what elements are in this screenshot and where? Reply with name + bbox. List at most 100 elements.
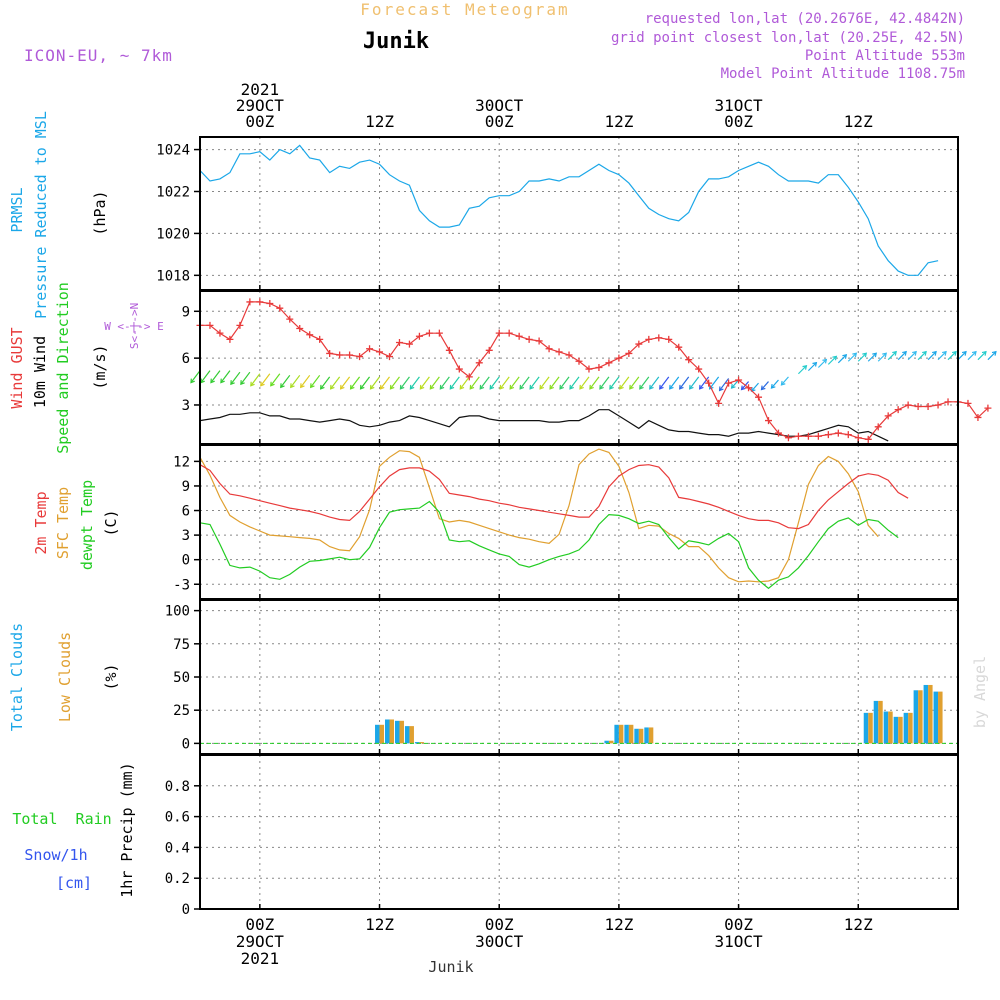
gust-marker: [944, 398, 952, 406]
low-cloud-bar: [399, 720, 404, 744]
total-cloud-bar: [414, 742, 420, 744]
wind-arrow-shaft: [957, 351, 967, 361]
wind-arrow-shaft: [479, 376, 490, 390]
gust-marker: [545, 345, 553, 353]
total-cloud-bar: [634, 728, 639, 744]
total-cloud-bar: [604, 740, 609, 744]
wind-arrow: [987, 350, 997, 361]
model-altitude: Model Point Altitude 1108.75m: [721, 66, 965, 82]
wind-arrow-head: [220, 378, 225, 384]
low-cloud-bar: [868, 712, 873, 744]
wind-arrow-shaft: [230, 371, 241, 385]
total-cloud-bar: [624, 724, 629, 744]
point-altitude: Point Altitude 553m: [805, 48, 965, 64]
wind-arrow-head: [951, 350, 957, 356]
wind-arrow: [300, 374, 311, 389]
pressure-label-unit: (hPa): [91, 190, 109, 235]
wind-arrow-head: [369, 384, 375, 390]
wind-direction-label: Speed and Direction: [54, 282, 72, 454]
wind-arrow-head: [519, 384, 525, 390]
wind-arrow-head: [832, 355, 838, 361]
wind-arrow-shaft: [389, 376, 400, 390]
wind-arrow-shaft: [459, 376, 470, 390]
wind-arrow-shaft: [330, 376, 341, 390]
wind-arrow-shaft: [761, 381, 769, 390]
wind-unit-label: (m/s): [91, 344, 109, 389]
wind-arrow: [439, 376, 450, 390]
y-tick-label: 1018: [156, 268, 190, 284]
wind-arrow-shaft: [669, 376, 680, 390]
gust-marker: [685, 356, 693, 364]
watermark: by Angel: [971, 656, 989, 728]
temp-2m-line: [199, 464, 909, 530]
total-cloud-bar: [863, 712, 869, 744]
total-clouds-label: Total Clouds: [8, 623, 26, 731]
top-time-label: 12Z: [365, 112, 394, 131]
wind-arrow-shaft: [340, 376, 351, 390]
wind-arrow-shaft: [380, 376, 390, 390]
gust-marker: [725, 379, 733, 387]
wind-arrow-shaft: [967, 351, 977, 361]
gust-marker: [565, 351, 573, 359]
wind-arrow-shaft: [370, 376, 381, 390]
wind-arrow: [549, 376, 560, 390]
low-cloud-bar: [908, 712, 913, 744]
wind-arrow-head: [569, 384, 574, 390]
gust-marker: [675, 343, 683, 351]
wind-arrow-shaft: [290, 374, 301, 388]
wind-arrow: [629, 376, 640, 390]
gust-marker: [924, 403, 932, 411]
gust-marker: [745, 384, 753, 392]
compass-we-label: W <-|-> E: [104, 320, 164, 333]
wind-arrow-shaft: [719, 378, 730, 391]
low-cloud-bar: [878, 700, 883, 744]
wind-arrow: [399, 376, 410, 390]
gust-marker: [884, 412, 892, 420]
wind-arrow: [718, 378, 730, 392]
wind-arrow: [319, 376, 331, 390]
wind-arrow-head: [659, 384, 664, 390]
gust-marker: [206, 321, 214, 329]
top-time-label: 00Z: [245, 112, 274, 131]
total-cloud-bar: [385, 719, 390, 744]
wind-arrow: [559, 376, 570, 390]
gust-marker: [844, 431, 852, 439]
y-tick-label: 0: [182, 736, 190, 752]
wind-arrow: [679, 376, 690, 390]
gust-marker: [286, 315, 294, 323]
wind-arrow: [887, 350, 897, 361]
wind-arrow-head: [822, 358, 828, 364]
clouds-grid: [200, 600, 958, 754]
bottom-time-label: 00Z: [485, 915, 514, 934]
wind-arrow: [967, 350, 977, 361]
total-cloud-bar: [933, 691, 939, 744]
requested-coords: requested lon,lat (20.2676E, 42.4842N): [645, 11, 965, 27]
wind-arrow-shaft: [399, 376, 410, 390]
wind-arrow: [509, 376, 520, 390]
wind-arrow-head: [892, 350, 897, 356]
wind-arrow-head: [250, 381, 255, 387]
wind-arrow-head: [770, 383, 776, 389]
total-cloud-bar: [913, 690, 919, 744]
wind-arrow-shaft: [589, 376, 600, 390]
wind-arrow: [369, 376, 381, 390]
wind-y-axis: 3 6 9: [182, 304, 860, 444]
wind-arrow: [659, 376, 670, 390]
gust-marker: [645, 335, 653, 343]
wind-arrow-head: [270, 381, 275, 387]
gust-marker: [376, 348, 384, 356]
wind-arrow: [907, 350, 917, 361]
wind-arrow-shaft: [639, 376, 650, 390]
wind-arrow: [599, 376, 610, 390]
precip-y-axis: 0 0.2 0.4 0.6 0.8: [165, 779, 860, 918]
gust-marker: [635, 340, 643, 348]
wind-arrow-head: [599, 384, 604, 390]
gust-marker: [904, 401, 912, 409]
wind-arrow-shaft: [200, 370, 211, 383]
gust-marker: [395, 339, 403, 347]
wind-arrow-head: [902, 350, 907, 356]
wind-arrow-head: [449, 384, 455, 390]
wind-arrow: [780, 376, 789, 386]
wind-arrow: [469, 376, 480, 390]
wind-arrow: [310, 374, 321, 389]
